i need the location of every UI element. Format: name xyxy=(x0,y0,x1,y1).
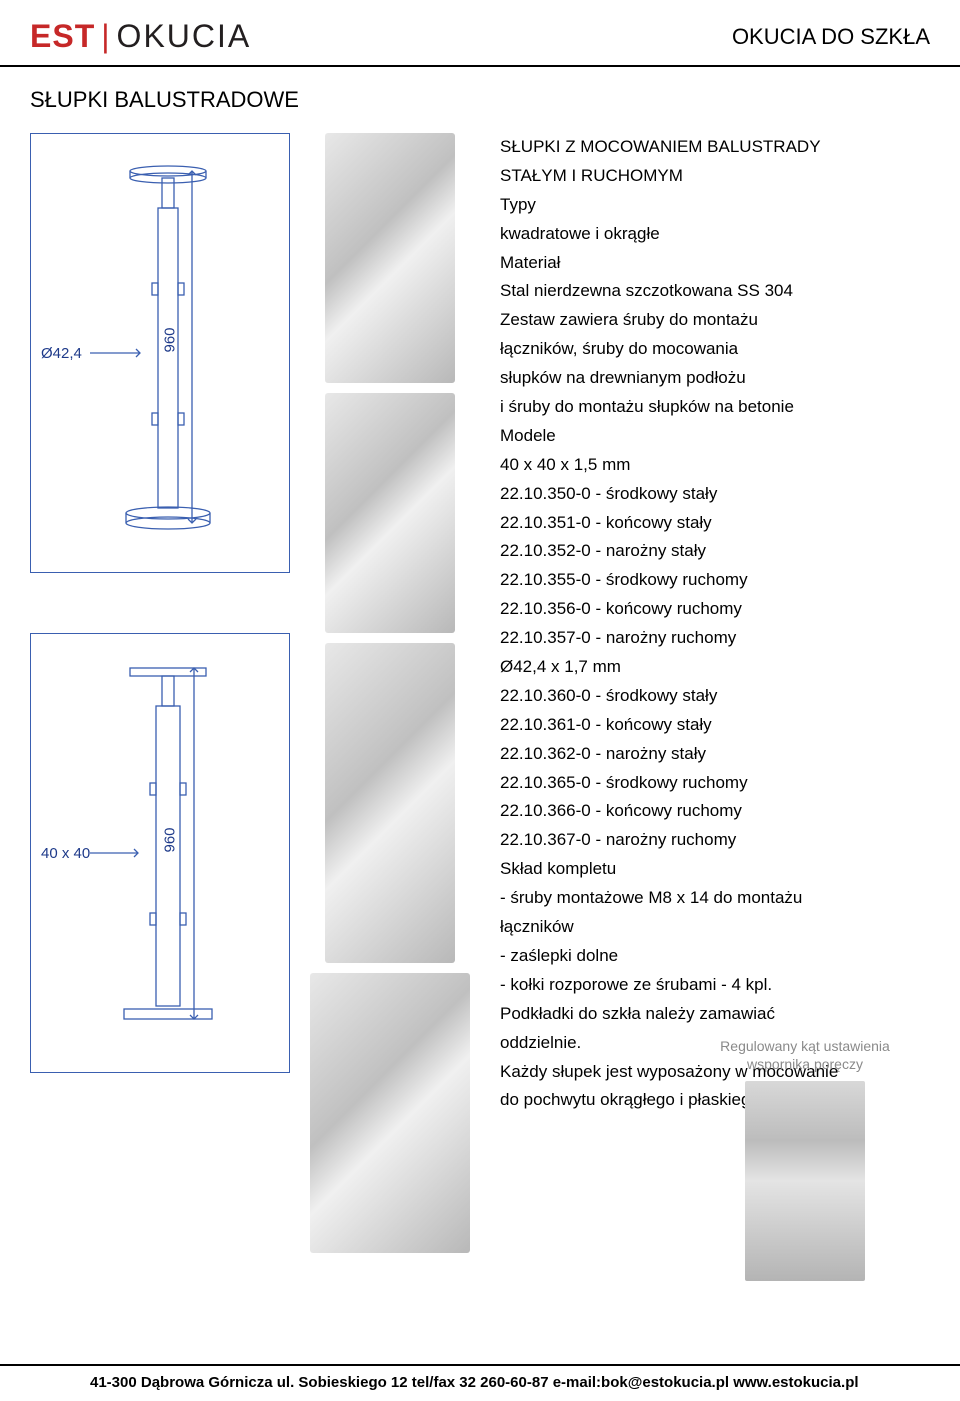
logo-part-okucia: OKUCIA xyxy=(117,18,252,55)
note-line-0: Podkładki do szkła należy zamawiać xyxy=(500,1000,930,1029)
page-header: EST | OKUCIA OKUCIA DO SZKŁA xyxy=(0,0,960,67)
kit-line-1: łączników xyxy=(500,913,930,942)
material-heading: Materiał xyxy=(500,249,930,278)
diameter-label: Ø42,4 xyxy=(41,345,82,362)
photo-round-base-flange xyxy=(325,393,455,633)
photo-round-post-top xyxy=(325,133,455,383)
model-2-2: 22.10.362-0 - narożny stały xyxy=(500,740,930,769)
model-1-4: 22.10.356-0 - końcowy ruchomy xyxy=(500,595,930,624)
adjust-caption-line2: wspornika poręczy xyxy=(747,1056,863,1072)
photo-square-post-top xyxy=(325,643,455,963)
desc-subtitle: STAŁYM I RUCHOMYM xyxy=(500,162,930,191)
adjust-caption: Regulowany kąt ustawienia wspornika porę… xyxy=(705,1037,905,1073)
size1: 40 x 40 x 1,5 mm xyxy=(500,451,930,480)
square-post-svg xyxy=(80,653,240,1053)
adjust-caption-line1: Regulowany kąt ustawienia xyxy=(720,1038,890,1054)
diagram-round-post: Ø42,4 960 xyxy=(30,133,290,573)
photo-square-base-plate xyxy=(310,973,470,1253)
model-2-1: 22.10.361-0 - końcowy stały xyxy=(500,711,930,740)
height-label-square: 960 xyxy=(162,828,179,853)
page-footer: 41-300 Dąbrowa Górnicza ul. Sobieskiego … xyxy=(0,1364,960,1391)
model-2-5: 22.10.367-0 - narożny ruchomy xyxy=(500,826,930,855)
logo: EST | OKUCIA xyxy=(30,18,251,55)
material-value: Stal nierdzewna szczotkowana SS 304 xyxy=(500,277,930,306)
header-category: OKUCIA DO SZKŁA xyxy=(732,24,930,50)
model-1-1: 22.10.351-0 - końcowy stały xyxy=(500,509,930,538)
types-heading: Typy xyxy=(500,191,930,220)
section-title: SŁUPKI BALUSTRADOWE xyxy=(0,67,960,123)
types-value: kwadratowe i okrągłe xyxy=(500,220,930,249)
kit-line-3: - kołki rozporowe ze śrubami - 4 kpl. xyxy=(500,971,930,1000)
diagrams-column: Ø42,4 960 xyxy=(30,123,290,1253)
model-1-0: 22.10.350-0 - środkowy stały xyxy=(500,480,930,509)
size2: Ø42,4 x 1,7 mm xyxy=(500,653,930,682)
model-2-3: 22.10.365-0 - środkowy ruchomy xyxy=(500,769,930,798)
set-line-3: słupków na drewnianym podłożu xyxy=(500,364,930,393)
height-label: 960 xyxy=(162,328,179,353)
footer-text: 41-300 Dąbrowa Górnicza ul. Sobieskiego … xyxy=(90,1374,859,1391)
desc-title: SŁUPKI Z MOCOWANIEM BALUSTRADY xyxy=(500,133,930,162)
kit-line-0: - śruby montażowe M8 x 14 do montażu xyxy=(500,884,930,913)
size-label: 40 x 40 xyxy=(41,845,90,862)
photos-column xyxy=(290,123,490,1253)
models-heading: Modele xyxy=(500,422,930,451)
adjustable-bracket-block: Regulowany kąt ustawienia wspornika porę… xyxy=(705,1037,905,1281)
logo-part-est: EST xyxy=(30,18,95,55)
model-2-0: 22.10.360-0 - środkowy stały xyxy=(500,682,930,711)
set-line-2: łączników, śruby do mocowania xyxy=(500,335,930,364)
set-line-1: Zestaw zawiera śruby do montażu xyxy=(500,306,930,335)
round-post-svg xyxy=(80,153,240,553)
kit-line-2: - zaślepki dolne xyxy=(500,942,930,971)
model-2-4: 22.10.366-0 - końcowy ruchomy xyxy=(500,797,930,826)
kit-heading: Skład kompletu xyxy=(500,855,930,884)
diagram-square-post: 40 x 40 960 xyxy=(30,633,290,1073)
model-1-2: 22.10.352-0 - narożny stały xyxy=(500,537,930,566)
logo-separator: | xyxy=(101,18,110,55)
set-line-4: i śruby do montażu słupków na betonie xyxy=(500,393,930,422)
model-1-5: 22.10.357-0 - narożny ruchomy xyxy=(500,624,930,653)
model-1-3: 22.10.355-0 - środkowy ruchomy xyxy=(500,566,930,595)
adjustable-bracket-photo xyxy=(745,1081,865,1281)
